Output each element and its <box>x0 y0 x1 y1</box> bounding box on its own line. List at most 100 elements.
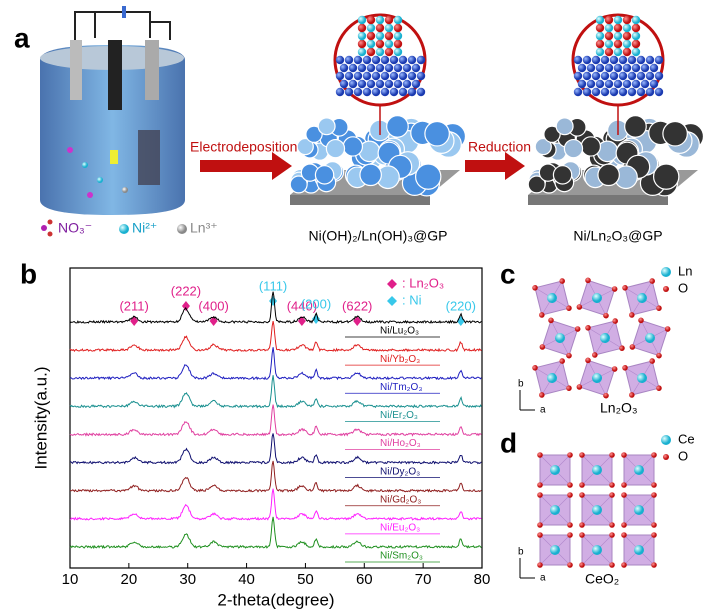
atom <box>393 15 403 25</box>
cation <box>634 465 644 475</box>
oxygen <box>651 562 657 568</box>
arrow <box>200 152 292 180</box>
oxygen <box>537 522 543 528</box>
step-label: Reduction <box>468 139 531 155</box>
step-label: Electrodeposition <box>190 139 297 155</box>
atom <box>398 71 408 81</box>
atom <box>631 47 641 57</box>
atom <box>609 55 619 65</box>
atom <box>357 63 367 73</box>
atom <box>654 87 664 97</box>
oxygen <box>567 522 573 528</box>
atom <box>384 63 394 73</box>
oxygen <box>532 285 538 291</box>
oxygen <box>566 305 572 311</box>
atom <box>591 55 601 65</box>
octahedron <box>579 492 615 528</box>
atom <box>366 79 376 89</box>
oxygen <box>548 317 554 324</box>
atom <box>645 87 655 97</box>
series-label: Ni/Eu₂O₃ <box>380 523 420 534</box>
series-label: Ni/Gd₂O₃ <box>380 494 421 505</box>
cation <box>592 373 602 383</box>
oxygen <box>621 532 627 538</box>
atom <box>380 87 390 97</box>
atom <box>618 71 628 81</box>
atom <box>649 79 659 89</box>
atom <box>631 79 641 89</box>
oxygen <box>611 366 618 372</box>
oxygen <box>621 452 627 458</box>
particle <box>386 115 409 138</box>
substrate-edge <box>290 195 430 205</box>
octahedron <box>621 492 657 528</box>
atom <box>573 55 583 65</box>
oxygen <box>609 452 615 458</box>
particle <box>624 115 647 138</box>
oxygen <box>537 492 543 498</box>
atom <box>622 63 632 73</box>
particle <box>359 163 382 187</box>
octahedron <box>585 318 625 358</box>
oxygen <box>537 562 543 568</box>
atom <box>411 79 421 89</box>
crystal-structures <box>532 277 671 568</box>
oxygen <box>609 492 615 498</box>
film <box>527 13 705 205</box>
atom <box>389 87 399 97</box>
axis-label: a <box>540 573 546 584</box>
xrd-trace <box>69 291 482 324</box>
xrd-trace <box>69 375 482 409</box>
particle <box>305 125 323 143</box>
atom <box>411 63 421 73</box>
cation <box>555 333 565 343</box>
cation <box>592 293 602 303</box>
atom <box>595 39 605 49</box>
octahedron <box>539 317 581 359</box>
atom <box>595 47 605 57</box>
cation <box>592 505 602 515</box>
oxygen <box>651 522 657 528</box>
cation <box>592 465 602 475</box>
series-label: Ni/Ho₂O₃ <box>380 438 421 449</box>
xrd-trace <box>69 404 482 437</box>
oxygen <box>567 562 573 568</box>
peak-marker <box>181 301 190 311</box>
cation <box>637 293 647 303</box>
oxygen <box>576 304 583 310</box>
atom <box>604 31 614 41</box>
atom <box>393 63 403 73</box>
atom <box>649 63 659 73</box>
atom <box>357 31 367 41</box>
oxygen <box>579 482 585 488</box>
atom <box>366 15 376 25</box>
atom <box>582 87 592 97</box>
atom <box>366 31 376 41</box>
atom <box>618 55 628 65</box>
atom <box>645 55 655 65</box>
atom <box>622 31 632 41</box>
atom <box>375 47 385 57</box>
atom <box>375 63 385 73</box>
cation <box>634 505 644 515</box>
peak-label: (222) <box>171 283 201 298</box>
atom <box>613 47 623 57</box>
legend-label: : Ni <box>402 292 422 307</box>
atom <box>389 55 399 65</box>
atom <box>339 79 349 89</box>
atom <box>366 47 376 57</box>
atom <box>573 71 583 81</box>
atom <box>380 71 390 81</box>
atom <box>645 71 655 81</box>
oxygen <box>651 452 657 458</box>
particle <box>317 117 336 136</box>
oxygen <box>664 326 671 332</box>
atom <box>384 31 394 41</box>
oxygen <box>566 385 572 391</box>
atom <box>622 39 632 49</box>
series-label: Ni/Lu₂O₃ <box>380 326 419 337</box>
product-label: Ni(OH)₂/Ln(OH)₃@GP <box>309 228 448 244</box>
peak-label: (400) <box>198 298 228 313</box>
legend-marker <box>387 279 397 289</box>
atom <box>604 23 614 33</box>
